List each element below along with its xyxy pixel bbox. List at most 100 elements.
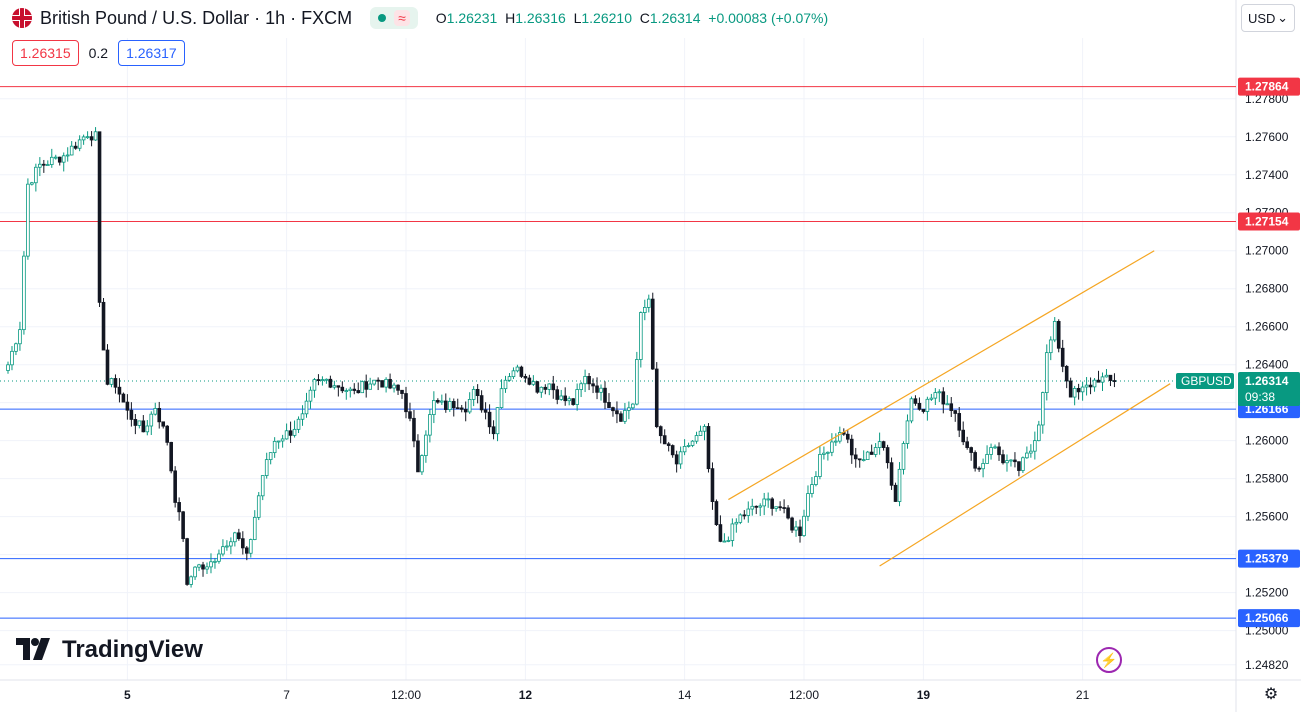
y-tick-label: 1.27600 [1245,130,1289,144]
tradingview-wordmark: TradingView [62,636,203,663]
candle-body [682,446,687,453]
candle-body [264,459,269,476]
candle-body [810,484,814,494]
market-status[interactable]: ≈ [370,7,418,29]
candle-body [396,384,400,391]
candle-body [73,145,78,149]
candle-body [881,441,886,448]
candle-body [487,411,492,428]
candle-body [459,407,464,410]
candle-body [113,378,118,388]
wave-icon: ≈ [394,10,410,26]
candle-body [1052,321,1057,341]
candle-body [475,389,480,397]
candle-body [571,398,575,405]
candle-body [981,463,985,470]
candle-body [157,408,162,423]
candle-body [97,131,102,303]
candle-body [643,306,647,313]
y-tick-label: 1.26400 [1245,358,1289,372]
y-tick-label: 1.24820 [1245,658,1289,672]
candle-body [77,139,82,149]
symbol-title[interactable]: British Pound / U.S. Dollar · 1h · FXCM [40,7,353,28]
candle-body [989,447,993,455]
candle-body [380,380,384,388]
candle-body [853,454,858,460]
candle-body [830,441,834,453]
chart-header: British Pound / U.S. Dollar · 1h · FXCM … [12,6,828,30]
buy-button[interactable]: 1.26317 [118,40,185,66]
candle-body [639,312,643,360]
candle-body [213,560,217,563]
candle-body [189,576,193,585]
candle-body [6,364,10,371]
candle-body [762,498,766,507]
candle-body [925,398,930,412]
candle-body [527,377,532,385]
candle-body [778,506,782,509]
candle-body [368,383,372,390]
countdown-label: 09:38 [1245,390,1275,404]
candle-body [1072,387,1077,398]
candle-body [515,366,520,372]
candle-body [360,381,365,394]
candle-body [300,413,305,420]
candle-body [718,524,723,542]
candle-body [670,445,675,456]
candle-body [328,378,333,388]
candle-body [193,566,197,578]
candle-body [591,383,595,387]
lightning-icon[interactable]: ⚡ [1096,647,1122,673]
candle-body [1013,459,1017,463]
candle-body [201,564,205,570]
candle-body [38,163,42,168]
candle-body [917,402,922,410]
candle-body [503,379,508,390]
candle-body [412,417,416,442]
candle-body [818,454,822,477]
candle-body [857,458,862,461]
candle-body [46,164,50,166]
candle-body [49,156,54,165]
candle-body [424,434,428,456]
candle-body [985,454,989,464]
x-tick-label: 5 [124,688,131,702]
candle-body [714,501,719,526]
sell-button[interactable]: 1.26315 [12,40,79,66]
candle-body [1009,459,1013,462]
candle-body [153,408,158,415]
candle-body [260,475,265,497]
gear-icon[interactable]: ⚙ [1263,686,1279,703]
candle-body [141,420,146,433]
candle-body [531,381,536,385]
candle-body [1108,374,1113,381]
candle-body [627,407,631,411]
level-tag [1238,609,1300,628]
candle-body [117,386,122,395]
candle-body [845,433,850,440]
currency-select[interactable]: USD ⌄ [1241,4,1295,32]
candle-body [436,400,440,403]
candle-body [603,387,607,403]
candle-body [519,366,524,377]
candle-body [292,428,297,436]
candle-body [404,393,408,413]
candle-body [384,378,388,388]
candle-body [89,136,94,141]
channel-line [728,250,1155,501]
candle-body [344,390,349,393]
candle-body [822,452,826,455]
candle-body [241,538,245,549]
candle-body [766,498,770,501]
candle-body [65,154,70,157]
candle-body [658,426,663,437]
candle-body [447,401,452,410]
candle-body [674,454,679,465]
candle-body [340,386,345,392]
candle-body [722,540,727,543]
candle-body [650,298,655,370]
candle-body [205,566,209,570]
candle-body [149,413,154,427]
change-readout: +0.00083 (+0.07%) [708,10,829,26]
